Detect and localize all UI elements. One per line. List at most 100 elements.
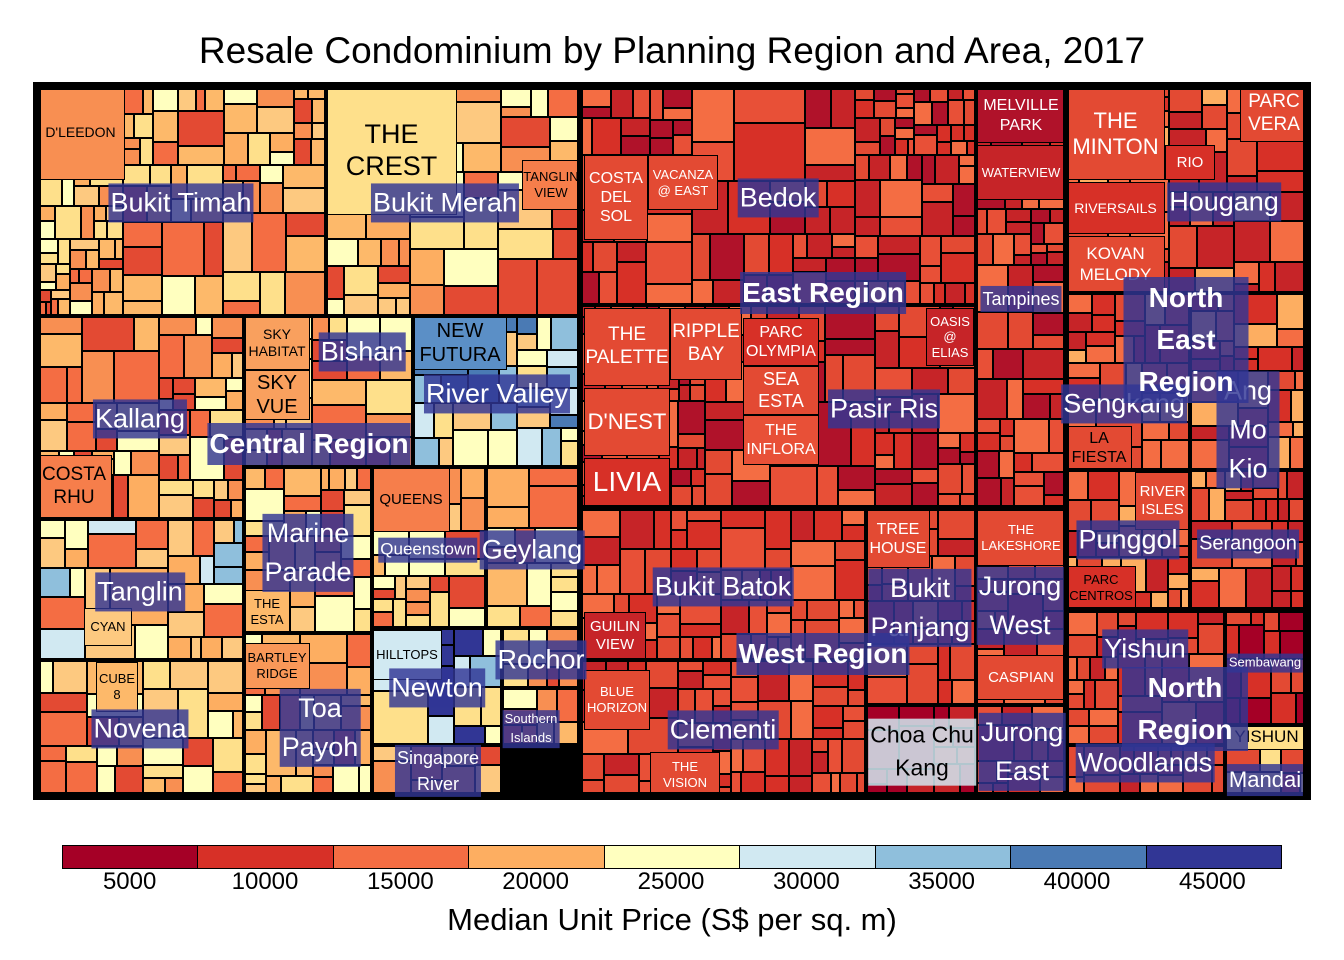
bukit-timah-tile[interactable] — [134, 114, 153, 138]
bukit-timah-tile[interactable] — [140, 138, 153, 165]
yishun-tile[interactable] — [1089, 709, 1118, 726]
kallang-tile[interactable] — [159, 335, 184, 378]
bukit-timah-tile[interactable] — [56, 274, 70, 290]
tampines-tile[interactable] — [1006, 209, 1031, 222]
bukit-merah-tile[interactable] — [381, 239, 399, 266]
bedok-tile[interactable] — [880, 136, 895, 155]
bukit-timah-tile[interactable] — [58, 239, 70, 264]
bukit-merah-tile[interactable] — [501, 117, 550, 147]
bukit-timah-tile[interactable] — [56, 264, 70, 274]
kallang-tile[interactable] — [114, 451, 131, 475]
pasir-ris-tile[interactable] — [938, 448, 960, 464]
project-tile-vacanza-east[interactable]: VACANZA @ EAST — [648, 155, 718, 210]
tampines-tile[interactable] — [1008, 312, 1033, 349]
bedok-tile[interactable] — [713, 280, 744, 305]
pasir-ris-tile[interactable] — [894, 433, 912, 469]
bukit-timah-tile[interactable] — [224, 133, 248, 165]
bedok-tile[interactable] — [880, 217, 922, 236]
bukit-timah-tile[interactable] — [162, 276, 195, 316]
bukit-timah-tile[interactable] — [70, 283, 92, 301]
kallang-tile[interactable] — [193, 480, 214, 498]
bedok-tile[interactable] — [621, 136, 650, 155]
bedok-tile[interactable] — [951, 125, 964, 141]
bukit-merah-tile[interactable] — [463, 143, 501, 172]
bukit-timah-tile[interactable] — [294, 123, 312, 139]
bedok-tile[interactable] — [880, 118, 895, 136]
bukit-timah-tile[interactable] — [270, 152, 294, 165]
tampines-tile[interactable] — [1007, 379, 1023, 419]
tampines-tile[interactable] — [1031, 253, 1047, 265]
pasir-ris-tile[interactable] — [705, 474, 732, 508]
bukit-timah-tile[interactable] — [74, 186, 99, 206]
novena-tile[interactable] — [36, 761, 66, 797]
novena-tile[interactable] — [66, 746, 97, 762]
ang-mo-kio-tile[interactable] — [1258, 347, 1292, 371]
novena-tile[interactable] — [66, 762, 97, 797]
bukit-timah-tile[interactable] — [260, 165, 283, 183]
bedok-tile[interactable] — [932, 102, 948, 125]
bedok-tile[interactable] — [692, 234, 710, 280]
project-tile-sea-esta[interactable]: SEA ESTA — [743, 366, 819, 415]
tampines-tile[interactable] — [1031, 223, 1044, 244]
newton-tile[interactable] — [454, 628, 483, 656]
bedok-tile[interactable] — [880, 180, 922, 217]
bukit-merah-tile[interactable] — [378, 266, 410, 283]
queenstown-tile[interactable] — [430, 576, 449, 592]
serangoon-tile[interactable] — [1272, 566, 1291, 591]
project-tile-costa-del-sol[interactable]: COSTA DEL SOL — [584, 155, 648, 240]
queenstown-tile[interactable] — [406, 602, 430, 615]
tampines-tile[interactable] — [1031, 244, 1047, 253]
bedok-tile[interactable] — [907, 155, 922, 180]
bedok-tile[interactable] — [908, 139, 914, 155]
sengkang-tile[interactable] — [1092, 315, 1115, 332]
bukit-merah-tile[interactable] — [498, 229, 553, 259]
bedok-tile[interactable] — [935, 155, 959, 184]
punggol-tile[interactable] — [1088, 470, 1119, 500]
bedok-tile[interactable] — [650, 138, 673, 155]
bukit-timah-tile[interactable] — [153, 111, 178, 142]
bukit-merah-tile[interactable] — [548, 85, 580, 117]
queenstown-tile[interactable] — [406, 589, 430, 602]
pasir-ris-tile[interactable] — [838, 466, 875, 490]
bedok-tile[interactable] — [805, 128, 855, 165]
kallang-tile[interactable] — [131, 451, 159, 475]
bukit-batok-tile[interactable] — [791, 600, 807, 620]
bukit-batok-tile[interactable] — [680, 624, 721, 637]
bedok-tile[interactable] — [805, 165, 855, 181]
river-valley-tile[interactable] — [517, 334, 537, 350]
bedok-tile[interactable] — [832, 234, 855, 247]
kallang-tile[interactable] — [67, 422, 96, 451]
project-tile-the-palette[interactable]: THE PALETTE — [584, 308, 670, 386]
tampines-tile[interactable] — [1006, 222, 1031, 234]
clementi-tile[interactable] — [789, 739, 812, 776]
bedok-tile[interactable] — [832, 247, 855, 258]
sengkang-tile[interactable] — [1086, 346, 1115, 363]
bukit-batok-tile[interactable] — [687, 521, 721, 549]
bukit-timah-tile[interactable] — [70, 250, 86, 269]
project-tile-riversails[interactable]: RIVERSAILS — [1066, 182, 1165, 234]
bukit-timah-tile[interactable] — [283, 188, 326, 213]
bedok-tile[interactable] — [920, 266, 941, 283]
bedok-tile[interactable] — [650, 120, 673, 138]
bedok-tile[interactable] — [617, 242, 646, 262]
project-tile-bartley-ridge[interactable]: BARTLEY RIDGE — [244, 643, 310, 689]
pasir-ris-tile[interactable] — [875, 469, 912, 484]
sembawang-tile[interactable] — [1271, 693, 1296, 725]
bedok-tile[interactable] — [855, 180, 880, 217]
bedok-tile[interactable] — [874, 101, 896, 118]
tanglin-tile[interactable] — [88, 534, 136, 568]
pasir-ris-tile[interactable] — [875, 455, 894, 469]
bedok-tile[interactable] — [855, 217, 880, 236]
bukit-batok-tile[interactable] — [671, 530, 687, 549]
pasir-ris-tile[interactable] — [678, 401, 705, 434]
serangoon-tile[interactable] — [1225, 491, 1253, 500]
bukit-timah-tile[interactable] — [257, 107, 294, 133]
bukit-timah-tile[interactable] — [51, 290, 70, 299]
project-tile-guilin-view[interactable]: GUILIN VIEW — [584, 612, 646, 660]
hougang-tile[interactable] — [1234, 221, 1270, 262]
project-tile-la-fiesta[interactable]: LA FIESTA — [1066, 426, 1132, 470]
kallang-tile[interactable] — [82, 316, 134, 351]
novena-tile[interactable] — [36, 712, 87, 746]
bedok-tile[interactable] — [951, 141, 967, 155]
bedok-tile[interactable] — [920, 236, 941, 266]
